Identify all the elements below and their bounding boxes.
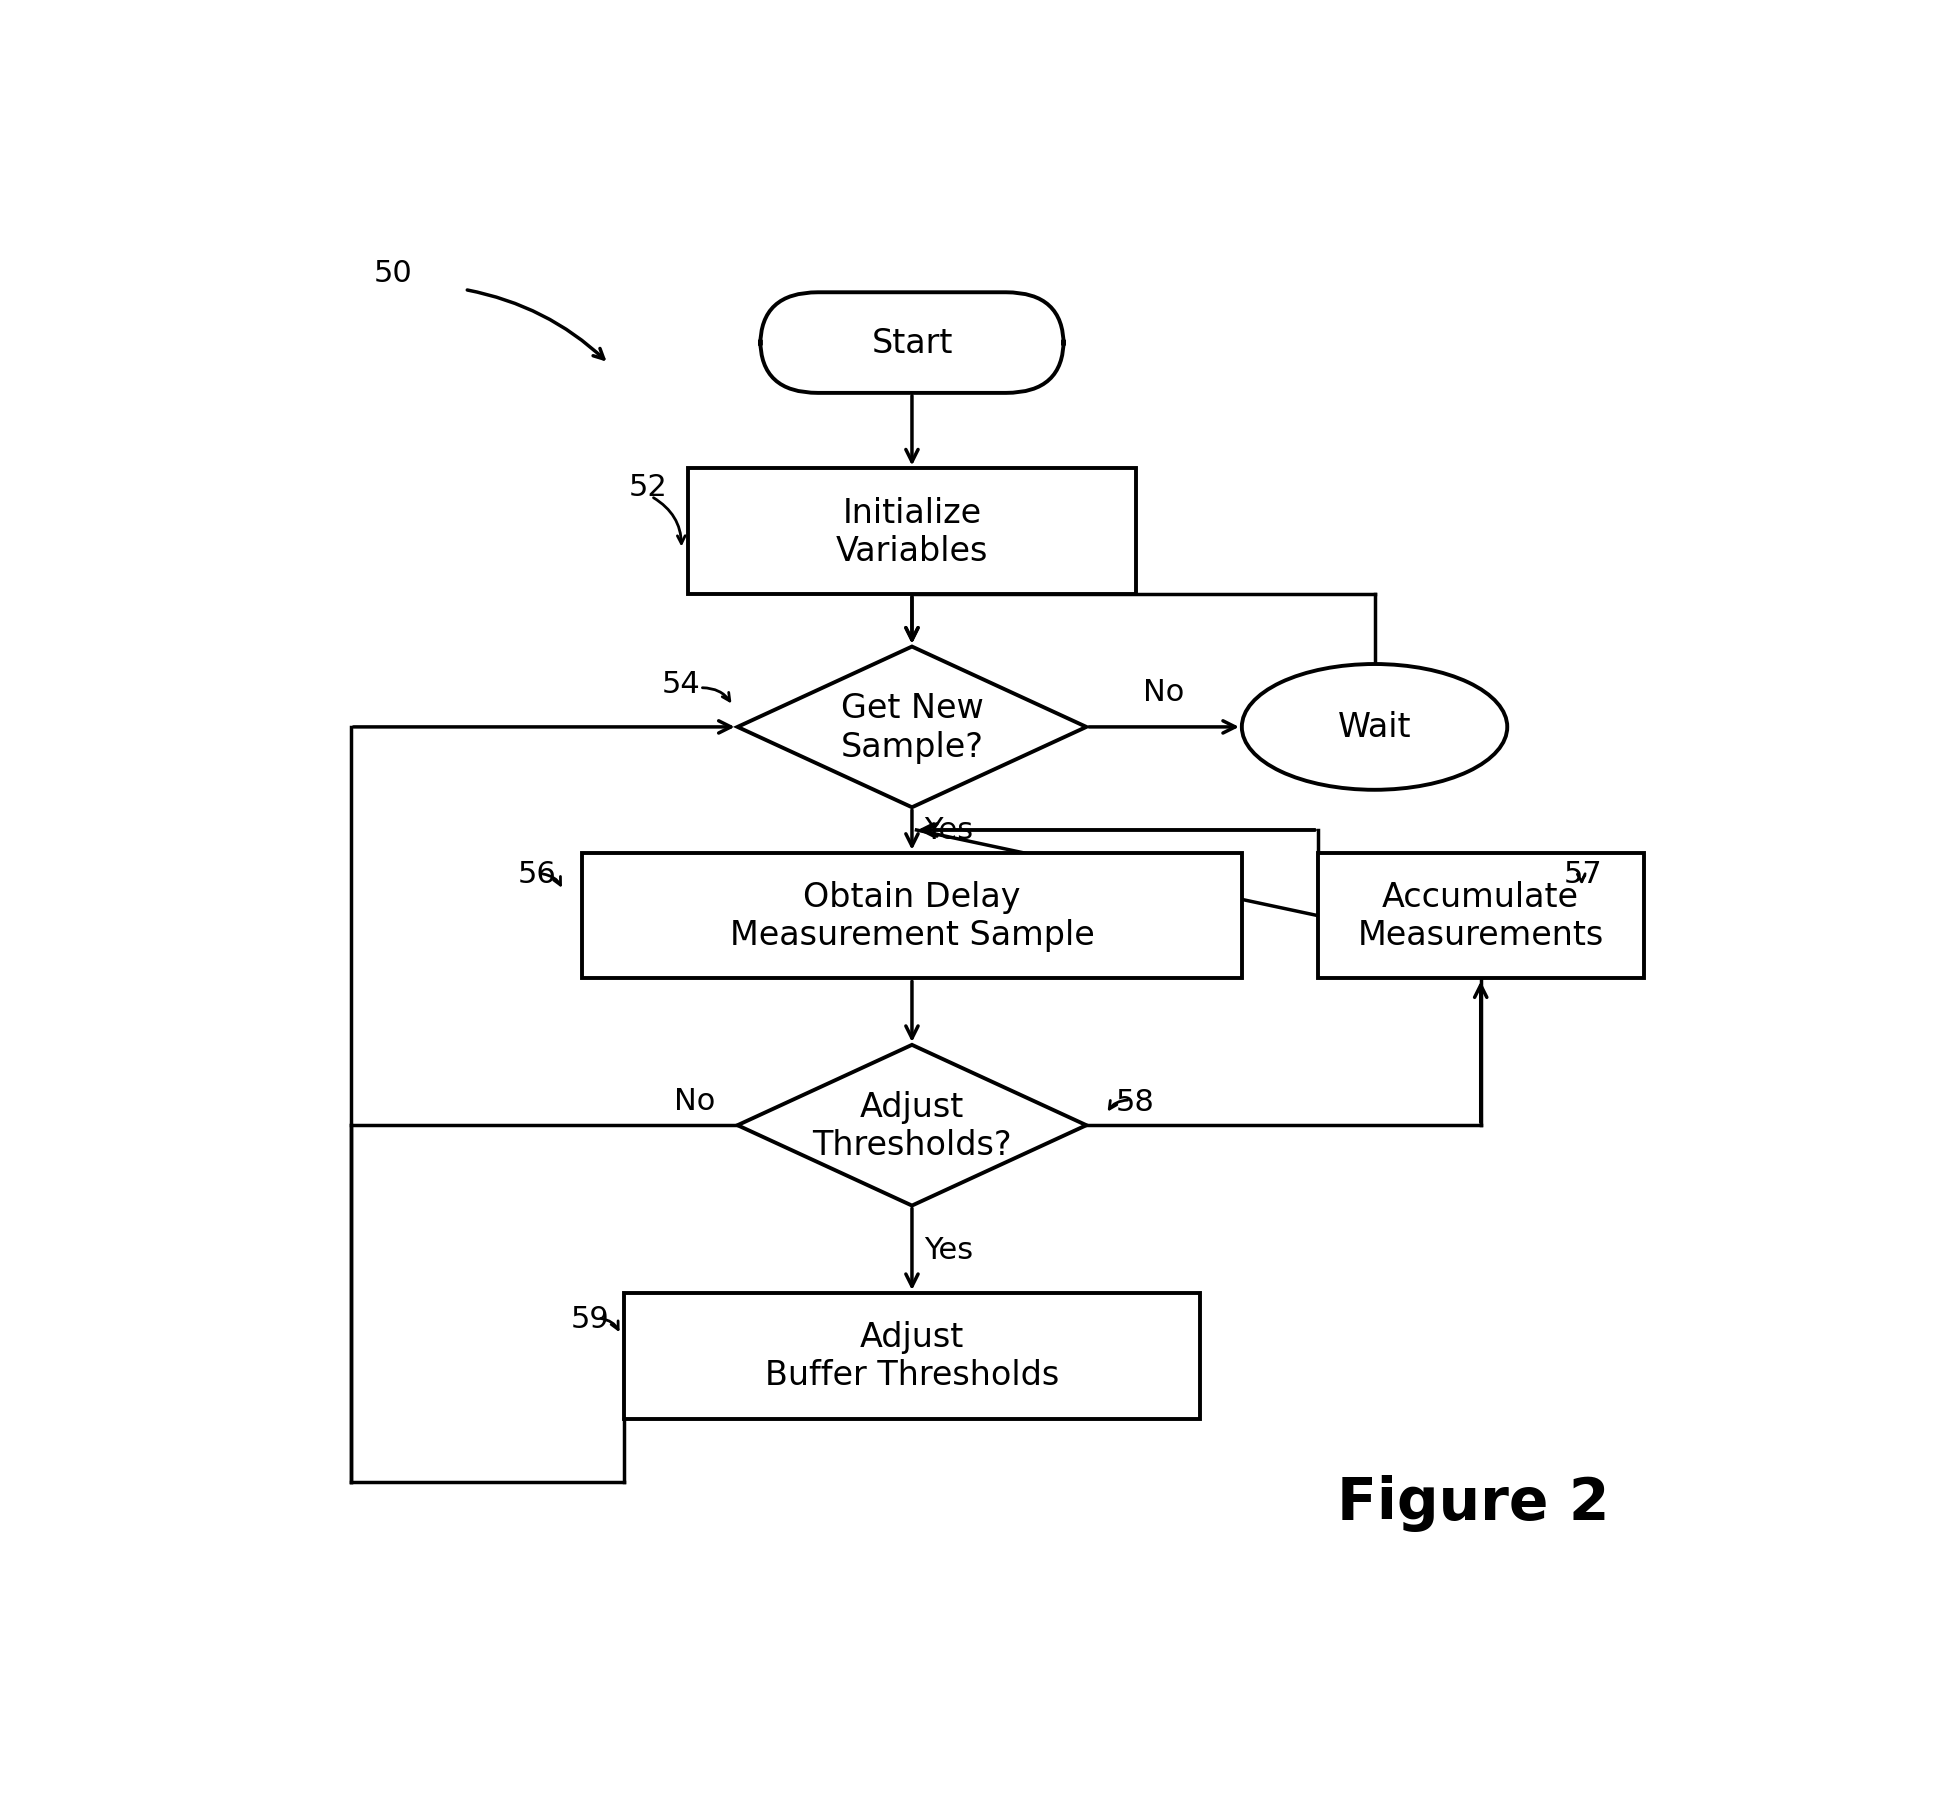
Text: Accumulate
Measurements: Accumulate Measurements: [1358, 880, 1605, 952]
Text: Yes: Yes: [924, 1235, 973, 1264]
Text: Adjust
Thresholds?: Adjust Thresholds?: [812, 1090, 1012, 1161]
Text: Wait: Wait: [1339, 711, 1411, 744]
Text: 59: 59: [571, 1304, 609, 1333]
Text: Get New
Sample?: Get New Sample?: [840, 691, 984, 764]
Ellipse shape: [1243, 664, 1507, 791]
Text: 52: 52: [628, 473, 667, 502]
Text: No: No: [1143, 678, 1184, 706]
Text: 58: 58: [1115, 1087, 1155, 1116]
FancyBboxPatch shape: [759, 294, 1065, 394]
Text: Yes: Yes: [924, 816, 973, 845]
Text: 50: 50: [374, 259, 413, 288]
Text: 57: 57: [1564, 860, 1603, 889]
Bar: [689, 470, 1135, 595]
Text: Adjust
Buffer Thresholds: Adjust Buffer Thresholds: [765, 1321, 1059, 1391]
Bar: [581, 853, 1243, 980]
Polygon shape: [738, 648, 1086, 807]
Text: Initialize
Variables: Initialize Variables: [836, 497, 988, 568]
Text: Figure 2: Figure 2: [1337, 1475, 1609, 1531]
Text: 56: 56: [517, 860, 556, 889]
Polygon shape: [738, 1045, 1086, 1206]
Text: 54: 54: [661, 669, 701, 698]
Text: No: No: [673, 1087, 714, 1116]
Text: Start: Start: [871, 327, 953, 359]
Bar: [624, 1293, 1200, 1419]
Text: Obtain Delay
Measurement Sample: Obtain Delay Measurement Sample: [730, 880, 1094, 952]
Bar: [1317, 853, 1644, 980]
